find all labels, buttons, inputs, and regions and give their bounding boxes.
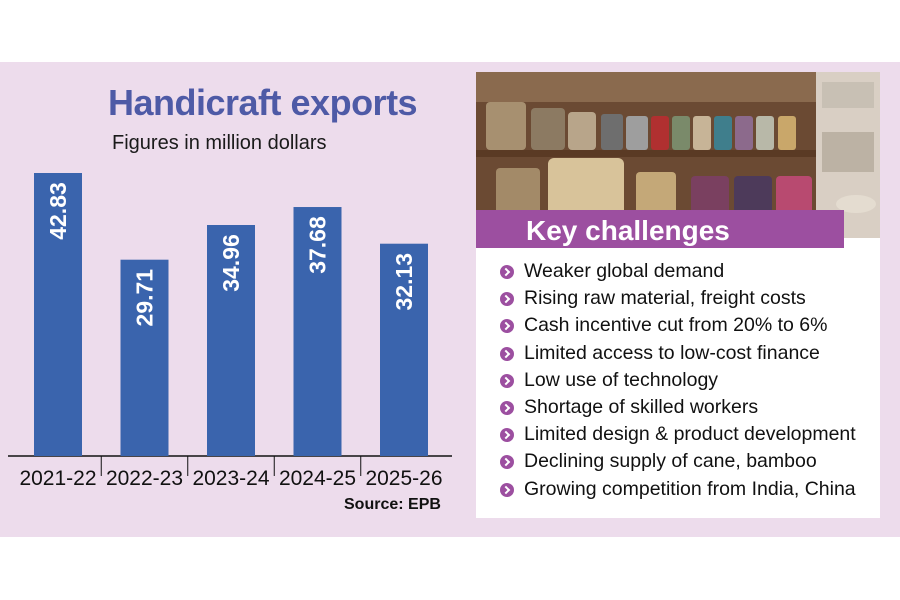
challenge-item: Rising raw material, freight costs — [476, 285, 856, 312]
challenge-item: Cash incentive cut from 20% to 6% — [476, 312, 856, 339]
challenge-text: Rising raw material, freight costs — [524, 287, 806, 310]
challenge-item: Growing competition from India, China — [476, 476, 856, 503]
challenge-item: Limited design & product development — [476, 421, 856, 448]
chevron-right-icon — [500, 455, 514, 470]
data-label: 29.71 — [132, 269, 158, 327]
challenges-banner: Key challenges — [476, 210, 844, 248]
chart-title: Handicraft exports — [108, 82, 418, 123]
challenge-text: Limited design & product development — [524, 423, 856, 446]
data-label: 32.13 — [391, 253, 417, 311]
challenges-title: Key challenges — [526, 215, 730, 246]
chevron-right-icon — [500, 482, 514, 497]
challenge-text: Low use of technology — [524, 368, 719, 391]
challenge-item: Weaker global demand — [476, 258, 856, 285]
challenge-text: Limited access to low-cost finance — [524, 341, 820, 364]
bar-2023-24 — [207, 225, 255, 456]
chevron-right-icon — [500, 373, 514, 388]
x-tick-label: 2022-23 — [106, 467, 183, 490]
chevron-right-icon — [500, 265, 514, 279]
challenge-item: Limited access to low-cost finance — [476, 340, 856, 367]
chevron-right-icon — [500, 400, 514, 415]
bar-2024-25 — [293, 207, 342, 456]
chevron-right-icon — [500, 346, 514, 361]
chevron-right-icon — [500, 292, 514, 307]
challenge-item: Low use of technology — [476, 367, 856, 394]
data-label: 37.68 — [305, 216, 331, 274]
chart-source: Source: EPB — [344, 496, 441, 513]
chart-subtitle: Figures in million dollars — [112, 132, 327, 154]
data-label: 42.83 — [45, 182, 71, 240]
challenge-text: Cash incentive cut from 20% to 6% — [524, 314, 828, 337]
bar-2025-26 — [380, 243, 428, 456]
x-tick-label: 2021-22 — [19, 467, 96, 490]
bar-2021-22 — [34, 173, 82, 456]
x-tick-label: 2023-24 — [192, 467, 269, 490]
challenge-text: Growing competition from India, China — [524, 477, 856, 500]
bar-chart: 42.83 2021-22 29.71 2022-23 34.96 2023-24 37.6… — [8, 173, 452, 490]
x-tick-label: 2024-25 — [279, 467, 356, 490]
challenge-item: Declining supply of cane, bamboo — [476, 448, 856, 475]
chevron-right-icon — [500, 319, 514, 334]
challenges-card: Key challenges Weaker global demand Risi… — [476, 72, 880, 518]
challenge-text: Weaker global demand — [524, 260, 725, 282]
challenges-list: Weaker global demand Rising raw material… — [476, 258, 856, 503]
challenge-item: Shortage of skilled workers — [476, 394, 856, 421]
challenge-text: Shortage of skilled workers — [524, 395, 759, 418]
x-tick-label: 2025-26 — [365, 467, 442, 490]
challenge-text: Declining supply of cane, bamboo — [524, 450, 817, 473]
chevron-right-icon — [500, 428, 514, 443]
bar-2022-23 — [120, 259, 169, 456]
data-label: 34.96 — [218, 234, 244, 292]
